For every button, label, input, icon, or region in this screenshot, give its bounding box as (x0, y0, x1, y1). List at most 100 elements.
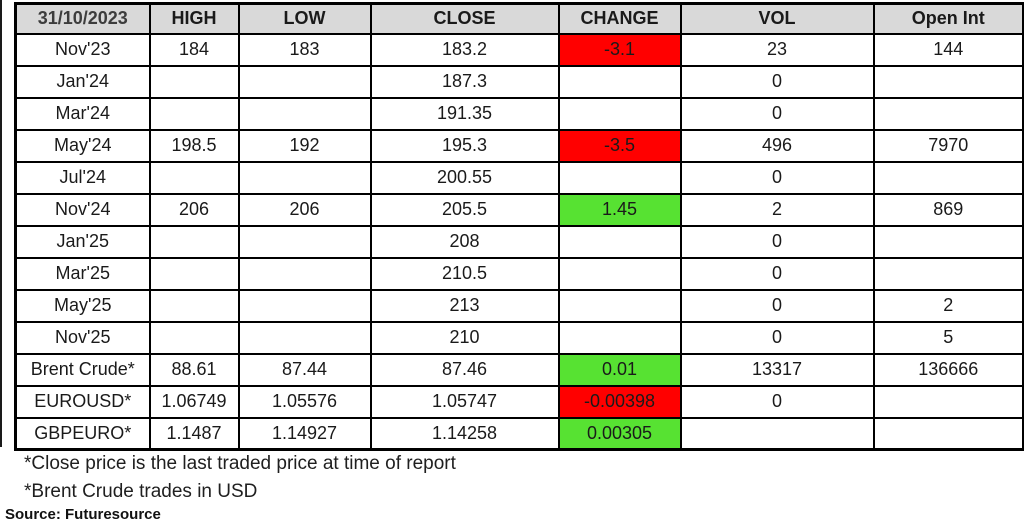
high-value (148, 64, 240, 99)
open-interest-value (872, 384, 1024, 419)
close-value: 191.35 (369, 96, 560, 131)
low-value (237, 224, 372, 259)
close-value: 210.5 (369, 256, 560, 291)
change-value (557, 288, 682, 323)
open-interest-value (872, 416, 1024, 451)
volume-value: 0 (679, 256, 875, 291)
footnote-brent-usd: *Brent Crude trades in USD (24, 481, 258, 502)
table-row: Nov'25 210 0 5 (14, 320, 1024, 355)
open-interest-value: 5 (872, 320, 1024, 355)
column-header-close: CLOSE (369, 2, 560, 35)
volume-value: 23 (679, 32, 875, 67)
table-row: Nov'23 184 183 183.2 -3.1 23 144 (14, 32, 1024, 67)
low-value (237, 160, 372, 195)
contract-label: May'25 (14, 288, 151, 323)
high-value: 1.1487 (148, 416, 240, 451)
change-value (557, 320, 682, 355)
close-value: 183.2 (369, 32, 560, 67)
change-value: 0.00305 (557, 416, 682, 451)
open-interest-value (872, 256, 1024, 291)
high-value (148, 96, 240, 131)
futures-price-table: 31/10/2023 HIGH LOW CLOSE CHANGE VOL Ope… (14, 2, 1024, 451)
volume-value: 496 (679, 128, 875, 163)
source-attribution: Source: Futuresource (5, 506, 161, 523)
close-value: 200.55 (369, 160, 560, 195)
low-value: 206 (237, 192, 372, 227)
low-value (237, 288, 372, 323)
change-value (557, 256, 682, 291)
low-value: 192 (237, 128, 372, 163)
change-value (557, 224, 682, 259)
contract-label: Mar'24 (14, 96, 151, 131)
change-value: 1.45 (557, 192, 682, 227)
close-value: 213 (369, 288, 560, 323)
close-value: 208 (369, 224, 560, 259)
table-row: May'24 198.5 192 195.3 -3.5 496 7970 (14, 128, 1024, 163)
contract-label: Nov'24 (14, 192, 151, 227)
high-value: 1.06749 (148, 384, 240, 419)
table-row: Jan'24 187.3 0 (14, 64, 1024, 99)
contract-label: Nov'25 (14, 320, 151, 355)
contract-label: GBPEURO* (14, 416, 151, 451)
column-header-change: CHANGE (557, 2, 682, 35)
change-value: -0.00398 (557, 384, 682, 419)
change-value: -3.1 (557, 32, 682, 67)
high-value: 206 (148, 192, 240, 227)
volume-value: 0 (679, 64, 875, 99)
volume-value: 0 (679, 224, 875, 259)
open-interest-value: 2 (872, 288, 1024, 323)
volume-value: 0 (679, 320, 875, 355)
low-value (237, 96, 372, 131)
table-row: EUROUSD* 1.06749 1.05576 1.05747 -0.0039… (14, 384, 1024, 419)
footnote-close-price: *Close price is the last traded price at… (24, 453, 456, 474)
low-value: 183 (237, 32, 372, 67)
close-value: 187.3 (369, 64, 560, 99)
volume-value: 0 (679, 160, 875, 195)
close-value: 195.3 (369, 128, 560, 163)
low-value (237, 320, 372, 355)
contract-label: May'24 (14, 128, 151, 163)
low-value (237, 64, 372, 99)
high-value (148, 320, 240, 355)
high-value (148, 288, 240, 323)
change-value (557, 96, 682, 131)
open-interest-value: 869 (872, 192, 1024, 227)
low-value (237, 256, 372, 291)
change-value: 0.01 (557, 352, 682, 387)
table-row: Nov'24 206 206 205.5 1.45 2 869 (14, 192, 1024, 227)
high-value (148, 160, 240, 195)
column-header-high: HIGH (148, 2, 240, 35)
contract-label: Jan'25 (14, 224, 151, 259)
low-value: 1.14927 (237, 416, 372, 451)
contract-label: Jul'24 (14, 160, 151, 195)
close-value: 87.46 (369, 352, 560, 387)
contract-label: Nov'23 (14, 32, 151, 67)
table-row: Mar'24 191.35 0 (14, 96, 1024, 131)
change-value (557, 64, 682, 99)
contract-label: Jan'24 (14, 64, 151, 99)
high-value (148, 224, 240, 259)
open-interest-value (872, 160, 1024, 195)
high-value: 184 (148, 32, 240, 67)
volume-value: 0 (679, 96, 875, 131)
low-value: 87.44 (237, 352, 372, 387)
high-value (148, 256, 240, 291)
column-header-vol: VOL (679, 2, 875, 35)
table-row: GBPEURO* 1.1487 1.14927 1.14258 0.00305 (14, 416, 1024, 451)
volume-value: 0 (679, 384, 875, 419)
footnotes: *Close price is the last traded price at… (24, 450, 456, 506)
volume-value: 0 (679, 288, 875, 323)
open-interest-value (872, 96, 1024, 131)
volume-value (679, 416, 875, 451)
low-value: 1.05576 (237, 384, 372, 419)
close-value: 1.14258 (369, 416, 560, 451)
table-row: May'25 213 0 2 (14, 288, 1024, 323)
open-interest-value (872, 64, 1024, 99)
change-value (557, 160, 682, 195)
contract-label: Brent Crude* (14, 352, 151, 387)
left-edge-border (0, 0, 2, 447)
contract-label: EUROUSD* (14, 384, 151, 419)
volume-value: 2 (679, 192, 875, 227)
open-interest-value (872, 224, 1024, 259)
